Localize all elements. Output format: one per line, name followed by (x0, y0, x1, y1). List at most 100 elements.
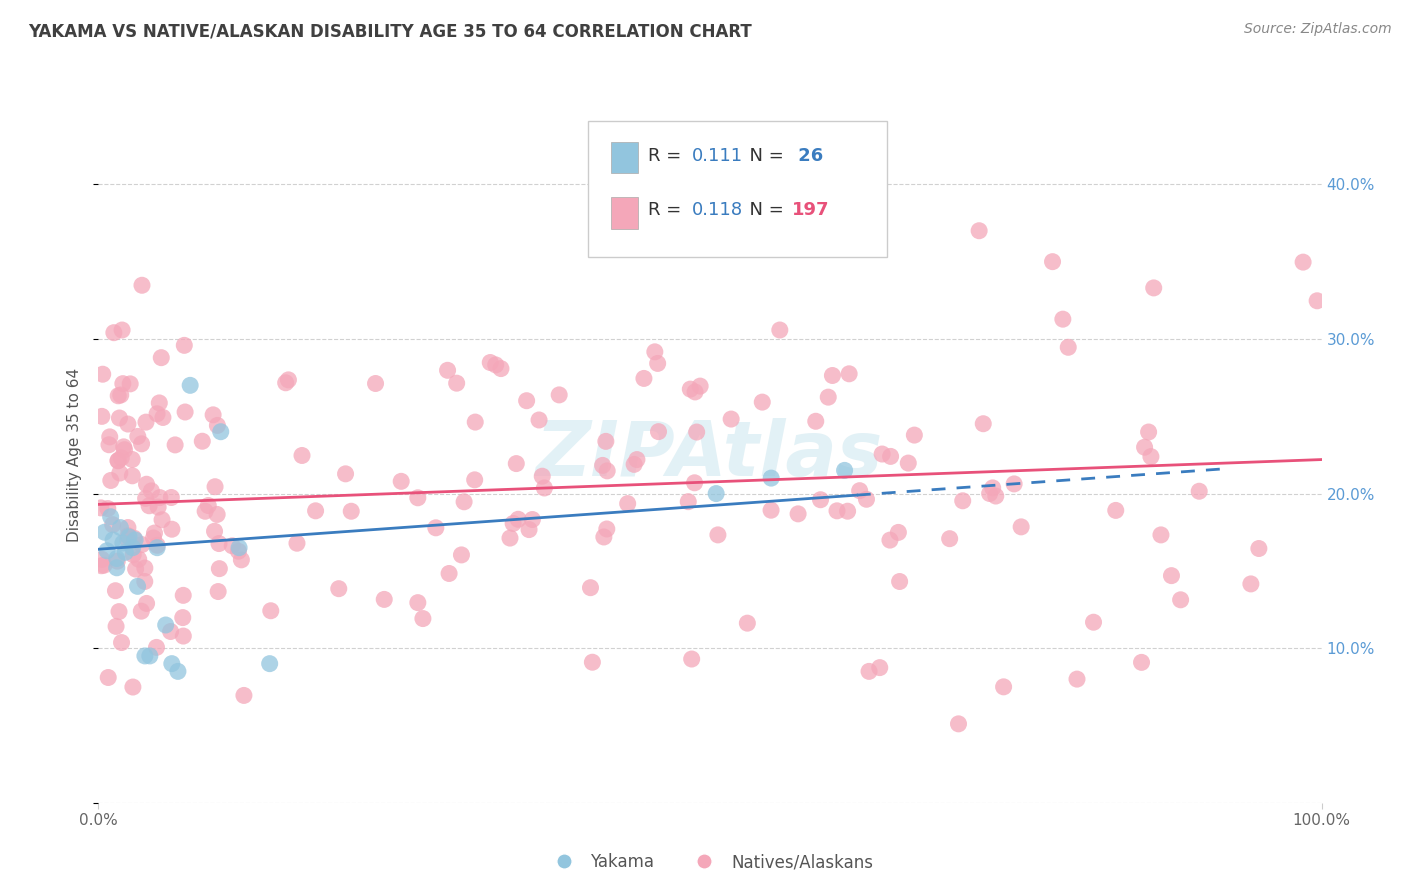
Point (527, 413, 550, 427)
Point (134, 648, 156, 663)
Point (145, 640, 167, 655)
Point (207, 584, 229, 599)
Point (683, 475, 706, 490)
Point (1105, 503, 1128, 517)
Point (699, 185, 721, 199)
Point (165, 438, 187, 452)
Text: R =: R = (648, 147, 686, 165)
Point (131, 604, 153, 618)
Point (207, 418, 229, 433)
Point (114, 545, 136, 559)
Point (97, 671, 120, 685)
Point (769, 323, 792, 337)
Point (179, 378, 201, 392)
Point (1137, 425, 1160, 439)
Point (817, 390, 839, 404)
Point (952, 493, 974, 508)
Point (98, 438, 121, 452)
Point (389, 475, 412, 489)
Point (135, 597, 157, 611)
Point (1150, 528, 1173, 542)
Point (120, 376, 142, 391)
Point (117, 520, 139, 534)
Point (146, 538, 169, 552)
Point (825, 504, 848, 518)
Point (1170, 592, 1192, 607)
Point (938, 532, 960, 546)
Point (834, 463, 856, 477)
Point (121, 452, 143, 467)
Point (681, 652, 703, 666)
Point (228, 541, 250, 555)
Point (118, 530, 141, 544)
Point (134, 561, 156, 575)
Text: 0.111: 0.111 (692, 147, 742, 165)
Point (131, 437, 153, 451)
Point (105, 561, 128, 575)
Point (122, 680, 145, 694)
Point (870, 447, 893, 461)
Point (1188, 484, 1211, 499)
Point (232, 689, 254, 703)
Point (107, 454, 129, 468)
Point (647, 425, 669, 439)
Point (720, 412, 742, 426)
Point (121, 541, 143, 555)
Point (328, 582, 350, 596)
Point (110, 450, 132, 465)
Point (122, 548, 145, 562)
Point (101, 533, 124, 547)
Point (135, 477, 157, 491)
Point (683, 384, 706, 399)
Point (141, 483, 163, 498)
Point (1083, 615, 1105, 630)
Point (204, 524, 226, 539)
Point (135, 491, 157, 506)
Point (581, 655, 603, 669)
Point (751, 395, 773, 409)
Point (412, 611, 434, 625)
Point (499, 531, 522, 545)
Point (981, 481, 1004, 495)
Point (117, 529, 139, 543)
Point (592, 458, 614, 473)
Point (446, 376, 468, 391)
Point (579, 581, 602, 595)
Point (114, 442, 136, 457)
Point (110, 388, 132, 402)
Point (644, 344, 666, 359)
Point (1042, 254, 1064, 268)
Point (1057, 340, 1080, 354)
Point (869, 660, 891, 674)
Point (647, 356, 669, 370)
Point (146, 407, 169, 421)
Point (689, 379, 711, 393)
Point (406, 596, 429, 610)
Point (174, 405, 197, 419)
Point (596, 464, 619, 478)
FancyBboxPatch shape (612, 197, 638, 229)
Point (979, 486, 1001, 500)
FancyBboxPatch shape (612, 142, 638, 173)
Point (134, 574, 156, 589)
Point (508, 512, 530, 526)
Point (685, 425, 707, 439)
Point (122, 531, 145, 545)
Point (505, 457, 527, 471)
Point (848, 483, 870, 498)
Point (90, 500, 112, 515)
Point (1066, 672, 1088, 686)
Point (759, 503, 782, 517)
Point (91, 368, 114, 382)
Point (172, 610, 194, 624)
Point (104, 583, 127, 598)
Text: 197: 197 (792, 201, 830, 219)
Point (903, 428, 925, 442)
Point (838, 367, 860, 381)
Point (202, 408, 225, 422)
Point (105, 619, 128, 633)
Point (821, 368, 844, 383)
Point (373, 592, 395, 607)
Point (984, 489, 1007, 503)
Point (623, 458, 645, 472)
